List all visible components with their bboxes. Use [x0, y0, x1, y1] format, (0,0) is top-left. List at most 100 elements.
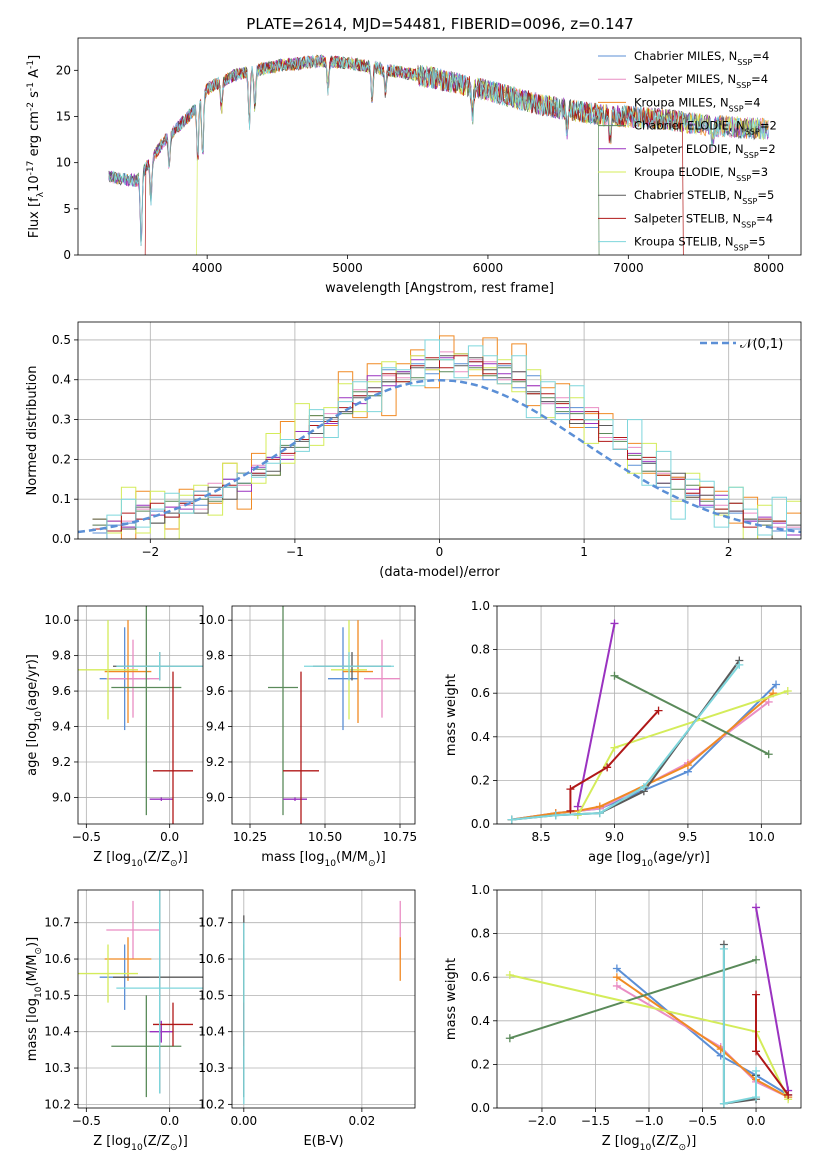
- weight-marker: [612, 964, 621, 973]
- y-tick-label: 10.7: [44, 916, 71, 930]
- plot-area: [78, 606, 203, 824]
- legend-entry: Kroupa STELIB, NSSP=5: [634, 235, 766, 253]
- y-tick-label: 0.6: [471, 686, 490, 700]
- x-tick-label: 10.50: [308, 830, 342, 844]
- plot-area: [507, 619, 792, 824]
- weight-line-salpeter-elodie: [755, 907, 790, 1091]
- axes-frame: [231, 605, 416, 825]
- y-tick-label: 9.0: [206, 790, 225, 804]
- chart-residuals: −2 −1 0 1 2 0.0 0.1 0.2 0.3 0.4 0.5 (data-model)/er…: [25, 321, 802, 580]
- x-tick-label: 8000: [753, 261, 784, 275]
- y-axis-label: Normed distribution: [25, 366, 40, 496]
- y-tick-label: 9.6: [52, 684, 71, 698]
- weight-marker: [719, 1099, 728, 1108]
- y-tick-label: 10.2: [44, 1097, 71, 1111]
- legend-entry: Salpeter ELODIE, NSSP=2: [634, 142, 776, 160]
- y-tick-label: 10.6: [198, 952, 225, 966]
- legend-entry: 𝒩(0,1): [740, 337, 783, 352]
- x-tick-label: −0.5: [72, 830, 101, 844]
- x-axis-label: Z [log10(Z/Z⊙)]: [93, 850, 188, 869]
- x-axis-label: Z [log10(Z/Z⊙)]: [602, 1134, 697, 1153]
- x-tick-label: −2.0: [527, 1114, 556, 1128]
- plot-area: [78, 890, 203, 1098]
- y-axis-label: Flux [fλ10-17 erg cm-2 s-1 A-1]: [26, 55, 46, 238]
- weight-marker: [752, 1066, 761, 1075]
- y-tick-label: 20: [56, 63, 71, 77]
- y-tick-label: 0: [63, 248, 71, 262]
- plot-area: [108, 54, 769, 255]
- x-tick-label: 0.0: [160, 1114, 179, 1128]
- y-tick-label: 0.0: [52, 532, 71, 546]
- x-tick-label: 10.25: [233, 830, 267, 844]
- y-tick-label: 1.0: [471, 883, 490, 897]
- x-tick-label: 9.0: [605, 830, 624, 844]
- weight-marker: [612, 973, 621, 982]
- x-axis-label: (data-model)/error: [379, 565, 500, 580]
- legend-entry: Chabrier STELIB, NSSP=5: [634, 188, 774, 206]
- x-tick-label: 0.00: [230, 1114, 257, 1128]
- weight-marker: [772, 680, 781, 689]
- weight-marker: [752, 1047, 761, 1056]
- plot-area: [78, 335, 801, 539]
- weight-line-kroupa-stelib: [722, 948, 757, 1105]
- weight-line-kroupa-miles: [616, 976, 789, 1098]
- figure-title: PLATE=2614, MJD=54481, FIBERID=0096, z=0…: [246, 15, 633, 33]
- y-tick-label: 0.4: [471, 730, 490, 744]
- weight-marker: [764, 697, 773, 706]
- y-axis-label: mass [log10(M/M⊙)]: [25, 937, 44, 1061]
- x-tick-label: 1: [580, 545, 588, 559]
- y-tick-label: 0.5: [52, 333, 71, 347]
- x-tick-label: −1.0: [634, 1114, 663, 1128]
- x-axis-label: age [log10(age/yr)]: [588, 850, 710, 869]
- x-axis-label: E(B-V): [303, 1134, 343, 1149]
- y-tick-label: 0.4: [471, 1014, 490, 1028]
- chart-mass_vs_ebv: 0.00 0.02 10.2 10.3 10.4 10.5 10.6 10.7 E(B-V): [198, 889, 416, 1149]
- weight-marker: [783, 687, 792, 696]
- x-tick-label: 2: [725, 545, 733, 559]
- plot-area: [268, 606, 400, 824]
- y-tick-label: 9.6: [206, 684, 225, 698]
- plot-area: [243, 900, 401, 1105]
- weight-marker: [595, 809, 604, 818]
- y-tick-label: 10.5: [44, 988, 71, 1002]
- y-tick-label: 10.4: [44, 1025, 71, 1039]
- chart-age_vs_z: −0.5 0.0 9.0 9.2 9.4 9.6 9.8 10.0 Z [log10(Z/Z⊙)…: [25, 605, 204, 869]
- x-tick-label: 10.0: [748, 830, 775, 844]
- y-tick-label: 0.2: [52, 452, 71, 466]
- legend-entry: Chabrier ELODIE, NSSP=2: [634, 119, 777, 137]
- weight-marker: [784, 1090, 793, 1099]
- weight-marker: [683, 761, 692, 770]
- axes-frame: [77, 37, 802, 256]
- legend-entry: Salpeter MILES, NSSP=4: [634, 72, 768, 90]
- spectrum-line-kroupa-stelib: [108, 54, 769, 247]
- y-axis-label: age [log10(age/yr)]: [25, 654, 44, 776]
- x-tick-label: −0.5: [72, 1114, 101, 1128]
- x-tick-label: 10.75: [383, 830, 417, 844]
- y-tick-label: 0.2: [471, 1057, 490, 1071]
- weight-marker: [612, 981, 621, 990]
- y-tick-label: 10: [56, 156, 71, 170]
- x-tick-label: −0.5: [688, 1114, 717, 1128]
- x-tick-label: 0.02: [349, 1114, 376, 1128]
- y-tick-label: 10.4: [198, 1025, 225, 1039]
- chart-age_vs_mass: 10.25 10.50 10.75 9.0 9.2 9.4 9.6 9.8 10.0 mass […: [198, 605, 417, 869]
- x-tick-label: 5000: [332, 261, 363, 275]
- plot-area: [505, 903, 793, 1108]
- y-tick-label: 9.2: [52, 755, 71, 769]
- y-tick-label: 5: [63, 202, 71, 216]
- legend-entry: Kroupa ELODIE, NSSP=3: [634, 165, 768, 183]
- y-tick-label: 0.1: [52, 492, 71, 506]
- weight-line-chabrier-elodie: [509, 958, 757, 1040]
- y-tick-label: 0.0: [471, 817, 490, 831]
- x-tick-label: −1: [286, 545, 304, 559]
- weight-line-chabrier-miles: [511, 683, 777, 821]
- y-tick-label: 0.4: [52, 373, 71, 387]
- weight-marker: [507, 815, 516, 824]
- weight-line-salpeter-elodie: [576, 623, 616, 807]
- y-tick-label: 9.2: [206, 755, 225, 769]
- weight-marker: [566, 785, 575, 794]
- weight-marker: [764, 750, 773, 759]
- legend-entry: Salpeter STELIB, NSSP=4: [634, 211, 773, 229]
- y-tick-label: 0.3: [52, 413, 71, 427]
